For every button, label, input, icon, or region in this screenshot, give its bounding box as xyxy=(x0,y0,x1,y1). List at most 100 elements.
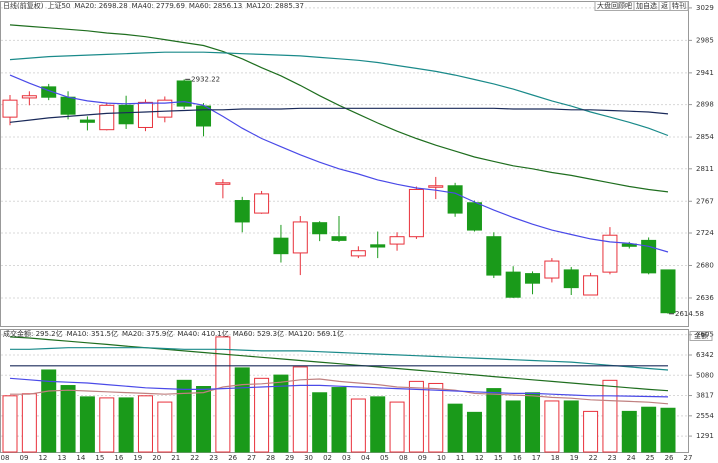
toolbar-button[interactable]: 大盘回顾吧 xyxy=(597,1,632,10)
legend-entry: 成交金额: 295.2亿 xyxy=(3,329,63,338)
candle-body xyxy=(428,185,444,188)
x-tick-label: 16 xyxy=(513,454,522,462)
volume-bar xyxy=(331,387,347,453)
ma-line xyxy=(9,336,669,392)
volume-bar xyxy=(273,374,289,453)
volume-bar xyxy=(621,410,637,453)
legend-entry: MA120: 2885.37 xyxy=(246,2,304,10)
x-tick-label: 23 xyxy=(209,454,218,462)
y-tick-label: 2898 xyxy=(696,101,714,109)
volume-bar xyxy=(312,392,328,453)
volume-bar xyxy=(196,386,212,453)
y-tick-label: 2811 xyxy=(696,165,714,173)
legend-entry: MA120: 569.1亿 xyxy=(288,329,344,338)
ma-line xyxy=(9,24,669,193)
x-tick-label: 27 xyxy=(684,454,693,462)
x-tick-label: 28 xyxy=(266,454,275,462)
volume-bar xyxy=(99,397,115,453)
candle-body xyxy=(79,119,95,123)
volume-bar xyxy=(41,369,57,453)
volume-bar xyxy=(389,401,405,453)
toolbar-button[interactable]: 返 xyxy=(661,2,668,10)
ma-line xyxy=(10,378,669,405)
x-tick-label: 22 xyxy=(589,454,598,462)
y-tick-label: 2854 xyxy=(696,133,714,141)
y-tick-label: 2985 xyxy=(696,36,714,44)
y-tick-label: 2554 xyxy=(696,412,714,420)
x-tick-label: 29 xyxy=(285,454,294,462)
volume-bar xyxy=(292,366,308,453)
y-tick-label: 2941 xyxy=(696,69,714,77)
ma-line xyxy=(9,107,669,123)
volume-bar xyxy=(525,392,541,453)
candle-body xyxy=(196,105,212,127)
candle-body xyxy=(505,271,521,298)
candle-body xyxy=(370,244,386,248)
volume-bar xyxy=(505,400,521,453)
x-tick-label: 22 xyxy=(190,454,199,462)
candle-body xyxy=(486,236,502,276)
x-tick-label: 11 xyxy=(456,454,465,462)
volume-bar xyxy=(370,396,386,453)
x-tick-label: 21 xyxy=(171,454,180,462)
x-tick-label: 27 xyxy=(247,454,256,462)
legend-entry: 日线(前复权) xyxy=(3,1,44,10)
legend-entry: MA40: 410.1亿 xyxy=(177,329,228,338)
volume-bar xyxy=(137,395,153,453)
x-tick-label: 19 xyxy=(570,454,579,462)
volume-bar xyxy=(60,385,76,453)
x-tick-label: 15 xyxy=(95,454,104,462)
candle-body xyxy=(60,96,76,115)
unit-button[interactable]: 金额 xyxy=(694,331,708,340)
candle-body xyxy=(118,104,134,125)
annotation: 2932.22 xyxy=(191,75,220,83)
x-tick-label: 03 xyxy=(342,454,351,462)
candle-body xyxy=(312,222,328,235)
x-tick-label: 26 xyxy=(228,454,237,462)
candle-body xyxy=(41,86,57,98)
candle-body xyxy=(389,236,405,245)
candle-body xyxy=(157,99,173,118)
x-tick-label: 19 xyxy=(133,454,142,462)
candle-body xyxy=(621,243,637,247)
ma-line xyxy=(10,347,669,371)
candle-body xyxy=(292,221,308,254)
candle-body xyxy=(215,182,231,185)
x-tick-label: 15 xyxy=(494,454,503,462)
ma-line xyxy=(9,51,669,137)
legend-entry: MA40: 2779.69 xyxy=(132,2,185,10)
volume-bar xyxy=(21,393,37,453)
y-tick-label: 2636 xyxy=(696,294,714,302)
y-tick-label: 1291 xyxy=(696,432,714,440)
x-tick-label: 12 xyxy=(38,454,47,462)
x-tick-label: 08 xyxy=(399,454,408,462)
x-tick-label: 09 xyxy=(418,454,427,462)
x-tick-label: 14 xyxy=(76,454,85,462)
x-tick-label: 12 xyxy=(475,454,484,462)
x-tick-label: 30 xyxy=(304,454,313,462)
candle-body xyxy=(563,269,579,289)
candle-body xyxy=(544,260,560,279)
volume-bar xyxy=(350,398,366,453)
y-tick-label: 2680 xyxy=(696,261,714,269)
volume-bar xyxy=(234,367,250,453)
legend-entry: MA60: 2856.13 xyxy=(189,2,242,10)
toolbar-button[interactable]: 特刊 xyxy=(672,1,686,10)
ma-line xyxy=(9,377,669,398)
candle-body xyxy=(525,273,541,284)
volume-bar xyxy=(466,411,482,453)
volume-bar xyxy=(428,382,444,453)
volume-bar xyxy=(486,388,502,453)
candle-body xyxy=(350,250,366,257)
volume-bar xyxy=(583,410,599,453)
volume-bar xyxy=(544,400,560,453)
y-tick-label: 6342 xyxy=(696,351,714,359)
x-tick-label: 08 xyxy=(1,454,10,462)
y-tick-label: 3029 xyxy=(696,4,714,12)
volume-bar xyxy=(176,379,192,453)
volume-bar xyxy=(660,407,676,453)
candle-body xyxy=(641,239,657,274)
toolbar-button[interactable]: 加自选 xyxy=(636,1,657,10)
